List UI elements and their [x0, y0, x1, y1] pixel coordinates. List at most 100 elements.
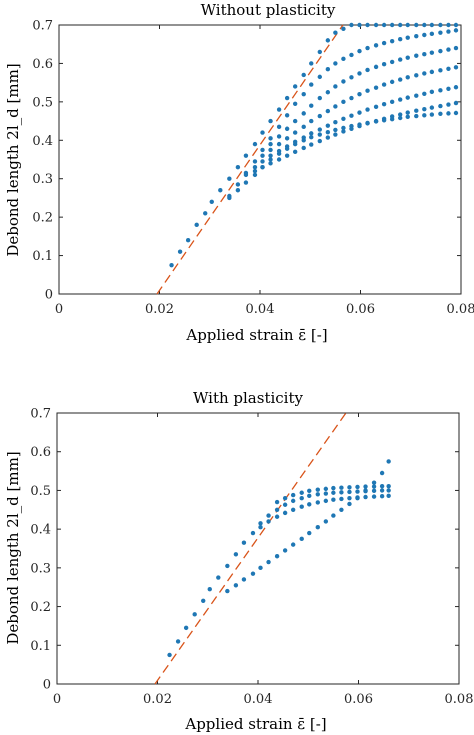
data-point [453, 22, 459, 28]
data-point [373, 22, 379, 28]
data-point [349, 95, 354, 101]
x-tick-label: 0.02 [145, 302, 174, 317]
data-point [371, 488, 377, 494]
y-tick-label: 0 [43, 678, 51, 693]
y-tick-label: 0.5 [32, 95, 53, 110]
data-point [282, 502, 288, 507]
data-point [268, 136, 273, 141]
data-point [282, 548, 288, 553]
data-point [235, 188, 241, 193]
data-point [446, 47, 451, 52]
data-point [290, 542, 296, 547]
data-point [233, 552, 239, 557]
data-point [341, 129, 346, 134]
data-point [414, 113, 419, 119]
data-point [381, 22, 387, 28]
data-point [379, 488, 385, 493]
data-point [282, 510, 288, 516]
data-point [292, 84, 298, 89]
data-point [355, 489, 360, 494]
data-point [453, 45, 459, 51]
data-point [405, 22, 410, 28]
data-point [333, 61, 338, 66]
data-point [389, 38, 395, 44]
data-point [235, 182, 241, 187]
data-point [268, 157, 273, 162]
reference-line [154, 412, 347, 685]
data-point [414, 73, 419, 78]
data-point [315, 525, 320, 530]
data-point [363, 488, 368, 493]
data-point [355, 484, 360, 490]
data-point [201, 598, 206, 603]
data-point [175, 639, 181, 644]
data-point [357, 71, 362, 76]
data-point [386, 493, 391, 499]
data-point [371, 494, 377, 499]
x-tick-label: 0 [53, 692, 61, 707]
data-point [317, 127, 322, 132]
data-point [438, 30, 443, 35]
data-point [397, 115, 403, 121]
data-point [422, 52, 427, 57]
data-point [276, 124, 282, 130]
data-point [405, 95, 410, 100]
data-point [317, 95, 322, 101]
chart-title: With plasticity [193, 389, 303, 407]
data-point [389, 116, 395, 122]
data-point [268, 141, 273, 147]
data-point [309, 61, 314, 66]
data-point [379, 483, 385, 489]
data-point [325, 123, 331, 128]
data-point [325, 135, 331, 140]
data-point [422, 113, 427, 118]
data-point [301, 138, 306, 143]
data-point [422, 91, 427, 96]
data-point [397, 37, 403, 42]
data-point [167, 652, 172, 658]
data-point [276, 107, 282, 112]
data-point [290, 498, 296, 504]
x-tick-label: 0.06 [344, 692, 373, 707]
x-axis-title: Applied strain ε̄ [-] [184, 715, 326, 733]
data-point [357, 91, 362, 97]
data-point [333, 132, 338, 137]
data-point [429, 50, 435, 55]
data-point [258, 521, 263, 526]
data-point [373, 85, 379, 90]
data-point [422, 106, 427, 112]
data-point [209, 199, 214, 204]
plot-area: 0 0.02 0.04 0.06 0.08 0 0.1 0.2 0.3 0.4 0.5 0.6 0.7 [32, 19, 474, 318]
data-point [365, 22, 370, 28]
data-point [260, 153, 265, 158]
data-point [453, 100, 459, 106]
data-point [290, 507, 296, 512]
data-point [315, 487, 320, 492]
y-tick-label: 0.1 [30, 639, 51, 654]
data-point [290, 492, 296, 498]
data-point [268, 161, 273, 166]
data-point [323, 491, 329, 496]
y-tick-label: 0.5 [30, 484, 51, 499]
y-axis-title: Debond length 2l_d [mm] [4, 451, 22, 644]
plot-area: 0 0.02 0.04 0.06 0.08 0 0.1 0.2 0.3 0.4 0.5 0.6 0.7 [30, 407, 473, 708]
data-point [333, 84, 338, 89]
data-point [243, 172, 249, 178]
data-point [309, 118, 314, 124]
data-point [260, 164, 265, 170]
x-axis-title: Applied strain ε̄ [-] [185, 326, 327, 344]
y-tick-label: 0.6 [32, 57, 53, 72]
data-point [438, 111, 443, 116]
chart-with-plasticity: With plasticity Applied strain ε̄ [-] De… [4, 389, 473, 733]
data-point [389, 99, 395, 105]
data-point [317, 74, 322, 80]
data-point [299, 536, 304, 542]
data-point [216, 575, 221, 580]
data-point [207, 586, 212, 592]
x-tick-label: 0.08 [447, 302, 474, 317]
data-point [347, 485, 352, 490]
data-point [292, 141, 298, 147]
data-point [397, 97, 403, 102]
data-point [349, 75, 354, 80]
data-point [266, 519, 271, 524]
